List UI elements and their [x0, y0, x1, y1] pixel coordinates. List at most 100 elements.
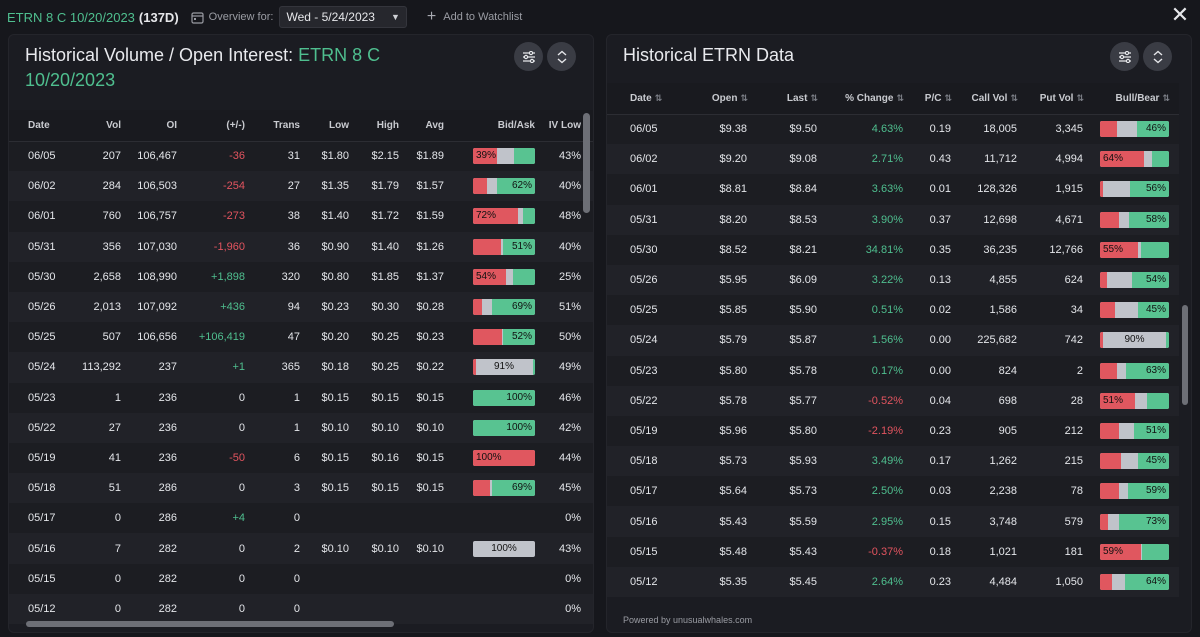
sliders-icon [1118, 50, 1131, 63]
table-row[interactable]: 05/12 $5.35 $5.45 2.64% 0.23 4,484 1,050 64% [607, 566, 1179, 597]
table-row[interactable]: 05/25 $5.85 $5.90 0.51% 0.02 1,586 34 45% [607, 295, 1179, 326]
cell-trans: 320 [245, 261, 300, 292]
cell-iv [581, 442, 593, 474]
bar-red-segment [1100, 513, 1108, 530]
col-pct-change[interactable]: % Change ⇅ [817, 83, 904, 115]
left-vertical-scrollbar[interactable] [583, 113, 590, 213]
sort-icon[interactable]: ⇅ [654, 92, 662, 103]
col-trans[interactable]: Trans [245, 110, 300, 142]
table-row[interactable]: 05/16 $5.43 $5.59 2.95% 0.15 3,748 579 73% [607, 506, 1179, 537]
bar-green-segment [1131, 272, 1169, 289]
table-row[interactable]: 05/17 $5.64 $5.73 2.50% 0.03 2,238 78 59% [607, 476, 1179, 507]
filter-settings-button[interactable] [514, 42, 543, 71]
cell-oi: 286 [121, 473, 177, 504]
bar-percent-label: 62% [511, 180, 532, 192]
table-row[interactable]: 05/26 $5.95 $6.09 3.22% 0.13 4,855 624 54% [607, 264, 1179, 296]
table-row[interactable]: 05/22 27 236 0 1 $0.10 $0.10 $0.10 100% 42% [9, 412, 593, 443]
table-row[interactable]: 05/15 0 282 0 0 0% [9, 563, 593, 594]
cell-high: $2.15 [349, 141, 399, 172]
cell-put-vol: 2 [1017, 355, 1083, 386]
col-call-vol[interactable]: Call Vol ⇅ [951, 83, 1018, 115]
col-last[interactable]: Last ⇅ [747, 83, 818, 115]
table-row[interactable]: 06/05 $9.38 $9.50 4.63% 0.19 18,005 3,345 46% [607, 114, 1179, 145]
table-row[interactable]: 06/02 $9.20 $9.08 2.71% 0.43 11,712 4,994 64% [607, 144, 1179, 175]
overview-label: Overview for: [208, 11, 274, 23]
col-pc[interactable]: P/C ⇅ [903, 83, 952, 115]
ratio-bar: 90% [1100, 332, 1169, 349]
col-high[interactable]: High [349, 110, 399, 142]
col-bull-bear[interactable]: Bull/Bear ⇅ [1083, 83, 1179, 115]
col-low[interactable]: Low [300, 110, 349, 142]
col-open[interactable]: Open ⇅ [677, 83, 748, 115]
cell-put-vol: 12,766 [1017, 234, 1083, 265]
table-row[interactable]: 05/25 507 106,656 +106,419 47 $0.20 $0.25 $0.23… [9, 322, 593, 353]
table-row[interactable]: 05/24 $5.79 $5.87 1.56% 0.00 225,682 742 90% [607, 325, 1179, 356]
table-row[interactable]: 05/26 2,013 107,092 +436 94 $0.23 $0.30 $0.28 69… [9, 291, 593, 323]
left-horizontal-scrollbar[interactable] [26, 621, 394, 627]
table-row[interactable]: 06/01 760 106,757 -273 38 $1.40 $1.72 $1.59 72% 4… [9, 201, 593, 232]
table-row[interactable]: 05/18 $5.73 $5.93 3.49% 0.17 1,262 215 45% [607, 446, 1179, 477]
table-row[interactable]: 05/18 51 286 0 3 $0.15 $0.15 $0.15 69% 45% [9, 473, 593, 504]
table-row[interactable]: 05/22 $5.78 $5.77 -0.52% 0.04 698 28 51% [607, 385, 1179, 416]
table-row[interactable]: 05/31 $8.20 $8.53 3.90% 0.37 12,698 4,671 58% [607, 204, 1179, 235]
add-to-watchlist-button[interactable]: + Add to Watchlist [427, 9, 522, 25]
cell-date: 05/19 [607, 415, 677, 447]
table-row[interactable]: 05/16 7 282 0 2 $0.10 $0.10 $0.10 100% 43% [9, 533, 593, 564]
col-bid-ask[interactable]: Bid/Ask [444, 110, 535, 142]
cell-trans: 0 [245, 563, 300, 594]
table-row[interactable]: 05/30 2,658 108,990 +1,898 320 $0.80 $1.85 $1.3… [9, 261, 593, 292]
table-row[interactable]: 06/01 $8.81 $8.84 3.63% 0.01 128,326 1,915 56% [607, 174, 1179, 205]
right-vertical-scrollbar[interactable] [1182, 305, 1188, 405]
sort-icon[interactable]: ⇅ [740, 92, 747, 103]
table-row[interactable]: 05/23 $5.80 $5.78 0.17% 0.00 824 2 63% [607, 355, 1179, 386]
cell-low: $0.10 [300, 412, 349, 443]
table-row[interactable]: 05/17 0 286 +4 0 0% [9, 503, 593, 534]
table-row[interactable]: 05/12 0 282 0 0 0% [9, 593, 593, 624]
cell-avg: $0.15 [399, 442, 444, 474]
sort-icon[interactable]: ⇅ [1010, 92, 1017, 103]
cell-open: $5.48 [677, 536, 747, 567]
cell-put-vol: 579 [1017, 506, 1083, 537]
expand-collapse-button[interactable] [547, 42, 576, 71]
bar-red-segment [473, 208, 518, 225]
cell-iv-low: 0% [535, 563, 581, 594]
plus-icon: + [426, 8, 437, 25]
col-vol[interactable]: Vol [71, 110, 121, 142]
table-row[interactable]: 05/24 113,292 237 +1 365 $0.18 $0.25 $0.22 91% 49… [9, 352, 593, 383]
expand-collapse-button[interactable] [1143, 42, 1172, 71]
sort-icon[interactable]: ⇅ [944, 92, 951, 103]
table-row[interactable]: 05/31 356 107,030 -1,960 36 $0.90 $1.40 $1.26 51… [9, 231, 593, 262]
cell-last: $5.43 [747, 536, 817, 567]
table-row[interactable]: 05/15 $5.48 $5.43 -0.37% 0.18 1,021 181 59% [607, 536, 1179, 567]
table-row[interactable]: 06/02 284 106,503 -254 27 $1.35 $1.79 $1.57 62% 4… [9, 171, 593, 202]
col-pc-label: P/C [924, 92, 942, 104]
col-iv-low[interactable]: IV Low [535, 110, 581, 142]
col-date[interactable]: Date ⇅ [607, 83, 677, 115]
col-avg[interactable]: Avg [399, 110, 444, 142]
cell-trans: 1 [245, 412, 300, 443]
sort-icon[interactable]: ⇅ [1076, 92, 1083, 103]
ratio-bar: 100% [473, 449, 535, 466]
table-row[interactable]: 06/05 207 106,467 -36 31 $1.80 $2.15 $1.89 39% 43… [9, 141, 593, 172]
cell-oi: 107,092 [121, 291, 177, 323]
cell-pc: 0.02 [903, 295, 951, 326]
col-oi[interactable]: OI [121, 110, 177, 142]
sort-icon[interactable]: ⇅ [810, 92, 817, 103]
filter-settings-button[interactable] [1110, 42, 1139, 71]
table-row[interactable]: 05/23 1 236 0 1 $0.15 $0.15 $0.15 100% 46% [9, 382, 593, 413]
sort-icon[interactable]: ⇅ [1162, 92, 1169, 103]
col-date[interactable]: Date [9, 110, 71, 142]
col-change[interactable]: (+/-) [177, 110, 245, 142]
overview-date-select[interactable]: Wed - 5/24/2023 ▼ [279, 6, 407, 28]
close-icon[interactable]: ✕ [1170, 2, 1190, 27]
cell-put-vol: 215 [1017, 446, 1083, 477]
cell-avg [399, 563, 444, 594]
table-row[interactable]: 05/19 41 236 -50 6 $0.15 $0.16 $0.15 100% 44% [9, 442, 593, 474]
table-row[interactable]: 05/30 $8.52 $8.21 34.81% 0.35 36,235 12,766 55% [607, 234, 1179, 265]
sort-icon[interactable]: ⇅ [896, 92, 903, 103]
cell-last: $5.73 [747, 476, 817, 507]
cell-put-vol: 28 [1017, 385, 1083, 416]
table-row[interactable]: 05/19 $5.96 $5.80 -2.19% 0.23 905 212 51% [607, 415, 1179, 447]
cell-pc: 0.17 [903, 446, 951, 477]
col-put-vol[interactable]: Put Vol ⇅ [1017, 83, 1084, 115]
